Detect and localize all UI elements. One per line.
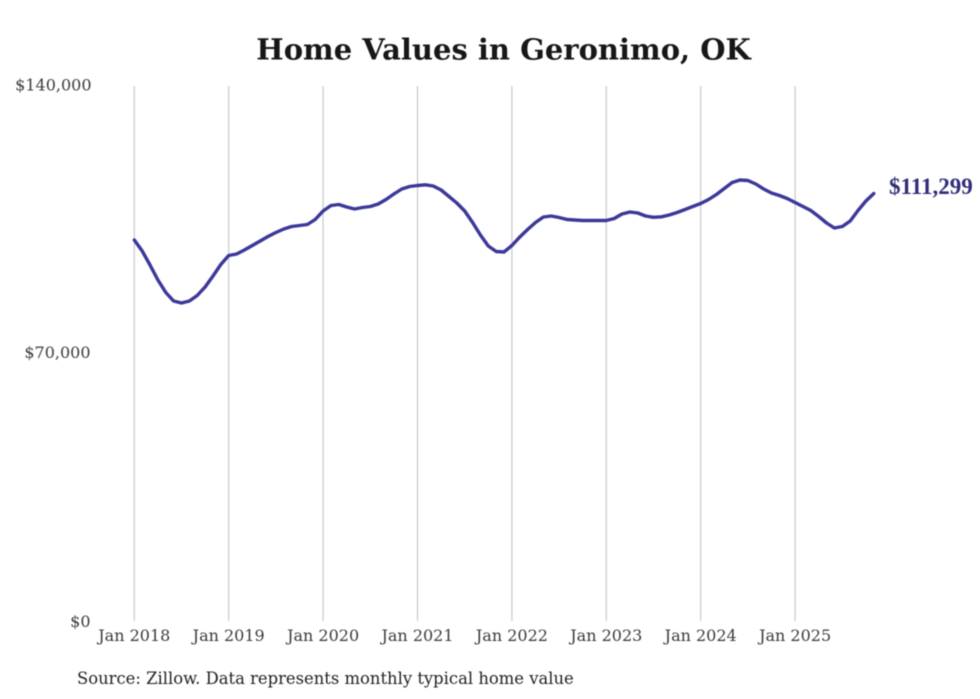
svg-text:Jan 2018: Jan 2018: [96, 626, 170, 645]
svg-text:Source: Zillow. Data represent: Source: Zillow. Data represents monthly …: [77, 669, 574, 688]
svg-text:Jan 2023: Jan 2023: [568, 626, 642, 645]
svg-text:Jan 2025: Jan 2025: [757, 626, 831, 645]
svg-text:Jan 2019: Jan 2019: [191, 626, 265, 645]
svg-text:Jan 2022: Jan 2022: [474, 626, 548, 645]
svg-text:$140,000: $140,000: [15, 76, 91, 95]
svg-text:Home Values in Geronimo, OK: Home Values in Geronimo, OK: [256, 33, 752, 67]
svg-text:Jan 2020: Jan 2020: [285, 626, 359, 645]
svg-text:Jan 2024: Jan 2024: [663, 626, 737, 645]
svg-text:$0: $0: [70, 612, 90, 631]
svg-text:Jan 2021: Jan 2021: [379, 626, 453, 645]
svg-text:$70,000: $70,000: [24, 343, 90, 362]
svg-text:$111,299: $111,299: [889, 174, 973, 199]
